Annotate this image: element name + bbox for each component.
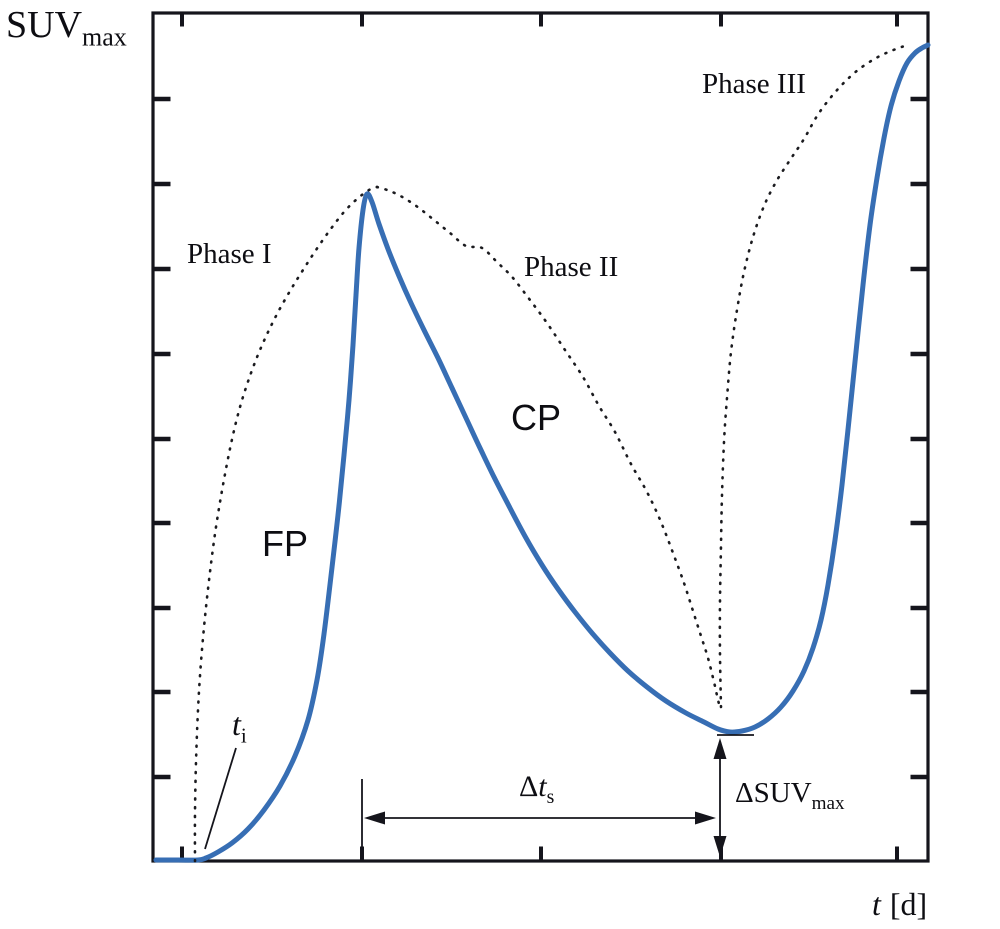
y-axis-label-base: SUV [6, 4, 83, 46]
delta-suv-sub: max [811, 792, 845, 814]
phase2-envelope [375, 185, 722, 709]
y-axis-label: SUVmax [6, 4, 127, 50]
delta-t-base: t [538, 770, 547, 803]
delta-suv-prefix: Δ [735, 777, 754, 809]
ti-label-base: t [232, 706, 241, 742]
x-axis-label: t [d] [872, 888, 927, 920]
delta-t-arrow-head [364, 811, 385, 825]
delta-suv-label: ΔSUVmax [735, 777, 845, 813]
curves [153, 42, 931, 863]
x-axis-label-unit: [d] [889, 886, 928, 922]
phase2-label: Phase II [524, 251, 619, 283]
y-axis-label-sub: max [82, 22, 127, 52]
phase1-label: Phase I [187, 238, 272, 270]
phase3-label: Phase III [702, 68, 806, 100]
delta-suv-arrow-head [713, 738, 727, 759]
ti-pointer-line [204, 747, 237, 850]
delta-t-arrow-head [695, 811, 716, 825]
cp-label: CP [511, 397, 562, 438]
x-axis-label-base: t [872, 886, 881, 922]
axes-frame [151, 11, 930, 863]
delta-t-label: Δts [519, 770, 554, 807]
delta-suv-base: SUV [753, 777, 812, 809]
delta-t-sub: s [546, 786, 555, 808]
ti-label: ti [232, 706, 247, 746]
plot-frame [151, 11, 930, 863]
suv-curve [153, 42, 931, 863]
phase1-envelope [193, 185, 379, 863]
delta-t-prefix: Δ [519, 770, 539, 803]
delta-suv-arrow-head [713, 836, 727, 857]
ti-label-sub: i [240, 723, 247, 748]
fp-label: FP [262, 523, 309, 564]
phase3-envelope [718, 43, 910, 709]
annotations [204, 734, 754, 859]
